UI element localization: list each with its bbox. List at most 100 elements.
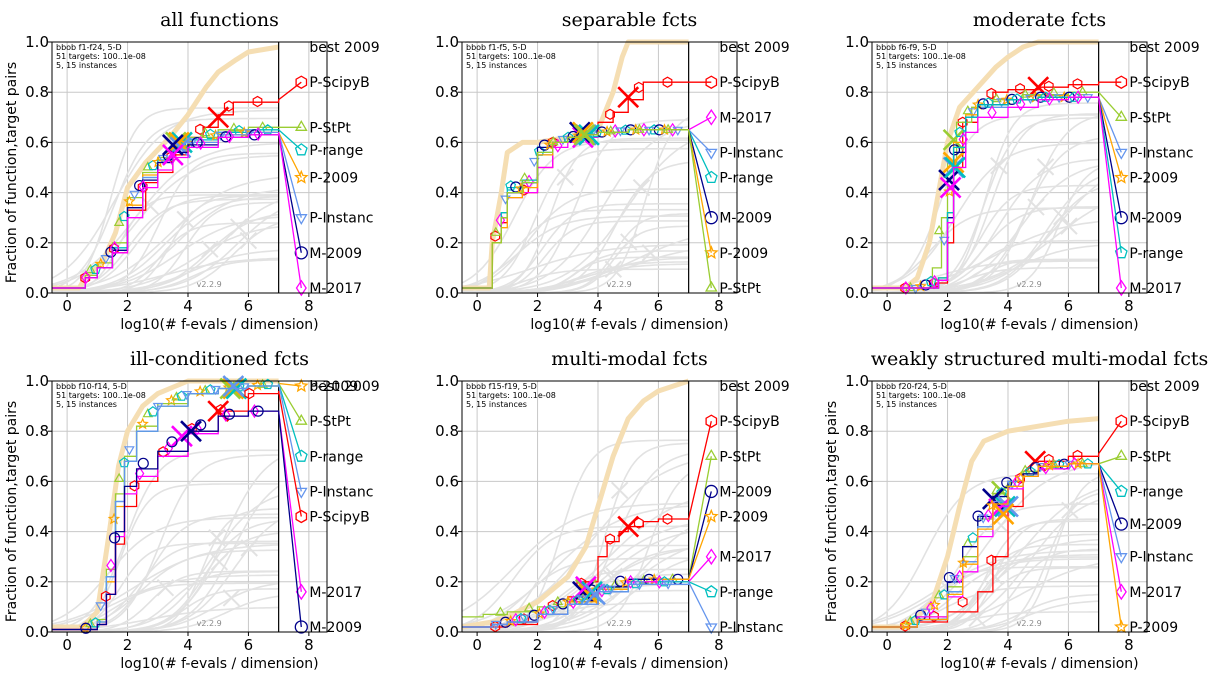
series-marker — [209, 128, 222, 141]
series-marker — [1082, 94, 1094, 104]
series-marker — [142, 407, 154, 418]
x-tick-label: 2 — [123, 636, 133, 654]
series-marker — [958, 132, 968, 147]
x-axis-label: log10(# f-evals / dimension) — [120, 317, 318, 333]
series-marker — [634, 123, 645, 133]
panel-4: P-2009 P-StPt P-range P-Instanc P-ScipyB M-20… — [4, 348, 380, 672]
reference-cross-marker — [610, 481, 629, 500]
legend-marker — [1114, 110, 1128, 121]
performance-cross-marker — [573, 123, 596, 146]
series-marker — [982, 97, 994, 108]
series-marker — [619, 124, 631, 135]
series-marker — [511, 612, 521, 627]
y-tick-label: 1.0 — [845, 33, 869, 51]
panel-3: P-ScipyB P-StPt P-Instanc P-2009 M-2009 P-ran… — [845, 9, 1200, 333]
legend-label: P-Instanc — [309, 211, 373, 227]
x-tick-label: 8 — [1124, 297, 1134, 315]
reference-curve — [51, 109, 279, 279]
series-marker — [1043, 80, 1054, 92]
panel-5: P-ScipyB P-StPt M-2009 P-2009 M-2017 P-range P… — [435, 348, 790, 672]
series-marker — [928, 610, 939, 623]
series-marker — [1068, 91, 1080, 102]
series-marker — [252, 405, 264, 417]
series-marker — [1001, 477, 1013, 489]
legend-marker — [294, 378, 309, 393]
y-tick-label: 0.2 — [845, 234, 869, 252]
legend-label: P-range — [1129, 484, 1183, 500]
series-marker — [933, 224, 945, 235]
version-label: v2.2.9 — [1017, 619, 1042, 628]
series-p-stpt — [462, 123, 718, 292]
reference-curve — [461, 268, 689, 294]
y-tick-label: 0.4 — [25, 184, 49, 202]
legend-marker — [703, 508, 719, 523]
legend-label: M-2009 — [719, 211, 772, 227]
series-marker — [662, 123, 674, 133]
reference-cross-marker — [1061, 501, 1079, 520]
series-line — [462, 421, 712, 628]
axes-frame — [871, 380, 1148, 633]
series-marker — [147, 159, 159, 171]
reference-curve — [52, 152, 279, 294]
reference-curve — [51, 549, 279, 632]
x-tick-label: 0 — [62, 636, 72, 654]
legend-marker — [705, 548, 717, 566]
y-tick-label: 0.2 — [25, 234, 49, 252]
series-marker — [1040, 91, 1052, 102]
series-marker — [186, 138, 198, 148]
series-marker — [108, 532, 121, 544]
legend-marker — [294, 246, 308, 260]
series-marker — [252, 95, 263, 108]
series-marker — [504, 614, 517, 627]
series-line — [52, 132, 302, 289]
series-marker — [533, 607, 546, 619]
y-tick-label: 0.0 — [845, 284, 869, 302]
series-marker — [1053, 94, 1065, 104]
y-tick-label: 0.0 — [25, 284, 49, 302]
reference-curve — [461, 244, 689, 288]
y-tick-label: 0.6 — [435, 133, 459, 151]
legend-label: P-Instanc — [1129, 550, 1193, 566]
x-axis-label: log10(# f-evals / dimension) — [530, 656, 728, 672]
series-marker — [113, 216, 125, 226]
series-marker — [910, 614, 922, 626]
series-marker — [262, 378, 274, 390]
series-marker — [195, 136, 206, 151]
series-marker — [899, 618, 913, 631]
series-marker — [215, 131, 227, 141]
reference-cross-marker — [1036, 158, 1055, 176]
reference-cross-marker — [605, 567, 623, 585]
best-2009-line — [461, 378, 690, 630]
series-marker — [106, 558, 116, 573]
series-marker — [113, 472, 125, 482]
info-line: 51 targets: 100..1e-08 — [56, 52, 146, 61]
info-line: bbob f1-f24, 5-D — [56, 43, 122, 52]
y-tick-label: 0.6 — [25, 133, 49, 151]
y-tick-label: 0.6 — [435, 472, 459, 490]
series-marker — [519, 172, 530, 182]
x-tick-label: 2 — [123, 297, 133, 315]
legend-label: P-ScipyB — [309, 510, 369, 526]
series-marker — [223, 408, 235, 420]
series-marker — [586, 584, 598, 596]
series-marker — [134, 179, 146, 192]
series-marker — [253, 126, 263, 142]
reference-curve — [871, 142, 1099, 290]
series-marker — [1043, 458, 1056, 471]
series-marker — [95, 602, 107, 612]
legend-marker — [294, 120, 308, 131]
series-marker — [605, 585, 617, 595]
x-tick-label: 4 — [593, 297, 603, 315]
legend-marker — [1115, 583, 1127, 601]
series-marker — [90, 617, 102, 628]
series-marker — [576, 595, 588, 605]
series-marker — [195, 123, 205, 135]
x-tick-label: 6 — [1064, 636, 1074, 654]
performance-cross-marker — [617, 86, 640, 109]
legend-marker — [1114, 449, 1128, 460]
series-marker — [490, 620, 502, 631]
series-line — [872, 96, 1122, 289]
reference-cross-marker — [230, 218, 248, 236]
